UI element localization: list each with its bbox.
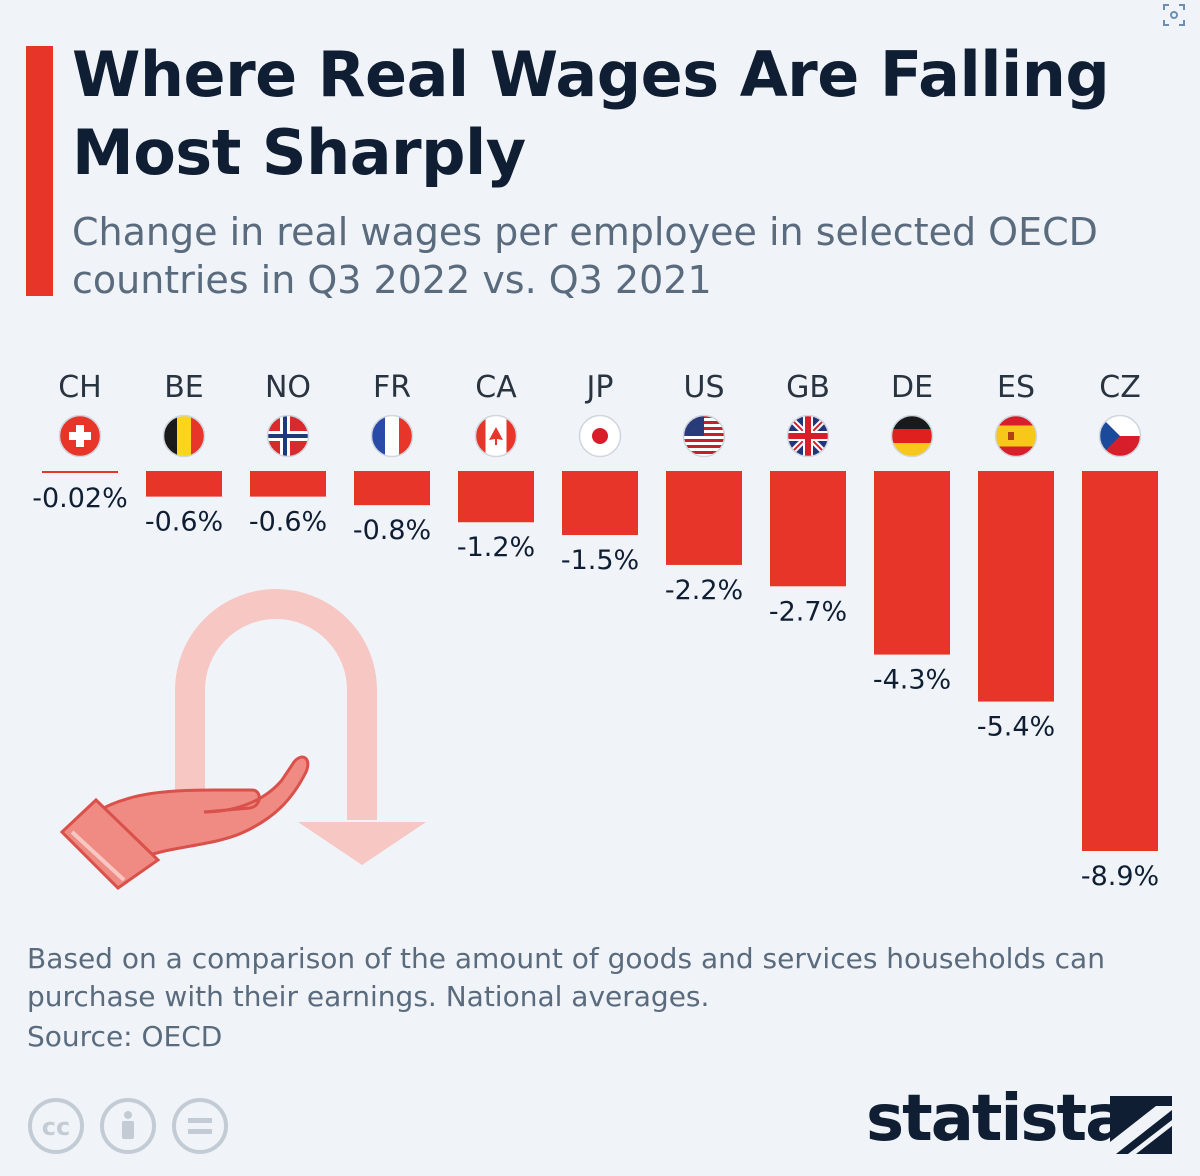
country-code-jp: JP xyxy=(585,370,614,405)
value-label-gb: -2.7% xyxy=(769,596,847,627)
license-icons: cc xyxy=(26,1096,236,1160)
bar-de xyxy=(874,471,950,655)
spain-flag-icon xyxy=(994,414,1038,458)
france-flag-icon xyxy=(370,414,414,458)
country-code-fr: FR xyxy=(373,370,411,405)
cc-icon: cc xyxy=(28,1098,84,1154)
country-code-es: ES xyxy=(997,370,1035,405)
value-label-no: -0.6% xyxy=(249,507,327,538)
value-label-es: -5.4% xyxy=(977,712,1055,743)
value-label-cz: -8.9% xyxy=(1081,861,1159,892)
value-label-us: -2.2% xyxy=(665,575,743,606)
country-code-ca: CA xyxy=(475,370,517,405)
country-code-ch: CH xyxy=(58,370,102,405)
statista-logo-text: statista xyxy=(866,1082,1128,1156)
value-label-fr: -0.8% xyxy=(353,515,431,546)
bar-us xyxy=(666,471,742,565)
japan-flag-icon xyxy=(578,414,622,458)
bar-chart: CH BE NO FR CA JP US GB DE ES CZ -0.02%-0.6% -0.6% -… xyxy=(32,370,1159,892)
country-code-no: NO xyxy=(265,370,311,405)
bar-be xyxy=(146,471,222,497)
country-code-cz: CZ xyxy=(1099,370,1141,405)
country-code-gb: GB xyxy=(786,370,830,405)
title-accent-bar xyxy=(26,46,53,296)
bar-fr xyxy=(354,471,430,506)
belgium-flag-icon xyxy=(162,414,206,458)
hand-arrow-down-illustration xyxy=(59,589,426,890)
bar-cz xyxy=(1082,471,1158,851)
no-derivatives-icon xyxy=(172,1098,228,1154)
country-code-us: US xyxy=(683,370,724,405)
germany-flag-icon xyxy=(890,414,934,458)
bar-es xyxy=(978,471,1054,702)
norway-flag-icon xyxy=(266,414,310,458)
bar-no xyxy=(250,471,326,497)
value-label-de: -4.3% xyxy=(873,665,951,696)
source-text: Source: OECD xyxy=(27,1020,223,1053)
value-label-ch: -0.02% xyxy=(32,483,128,514)
usa-flag-icon xyxy=(682,414,726,458)
attribution-icon xyxy=(100,1098,156,1154)
bar-jp xyxy=(562,471,638,536)
switzerland-flag-icon xyxy=(58,414,102,458)
bar-ca xyxy=(458,471,534,523)
value-label-be: -0.6% xyxy=(145,507,223,538)
country-code-de: DE xyxy=(891,370,933,405)
expand-icon[interactable] xyxy=(1152,0,1196,40)
czechia-flag-icon xyxy=(1098,414,1142,458)
bar-gb xyxy=(770,471,846,587)
svg-text:cc: cc xyxy=(42,1113,70,1141)
chart-note: Based on a comparison of the amount of g… xyxy=(27,942,1105,1013)
uk-flag-icon xyxy=(786,414,830,458)
country-code-be: BE xyxy=(164,370,204,405)
chart-subtitle: Change in real wages per employee in sel… xyxy=(72,210,1098,302)
chart-title: Where Real Wages Are Falling Most Sharpl… xyxy=(72,38,1110,189)
canada-flag-icon xyxy=(474,414,518,458)
bar-ch xyxy=(42,471,118,473)
value-label-jp: -1.5% xyxy=(561,545,639,576)
statista-logo-icon xyxy=(1110,1096,1172,1158)
value-label-ca: -1.2% xyxy=(457,532,535,563)
